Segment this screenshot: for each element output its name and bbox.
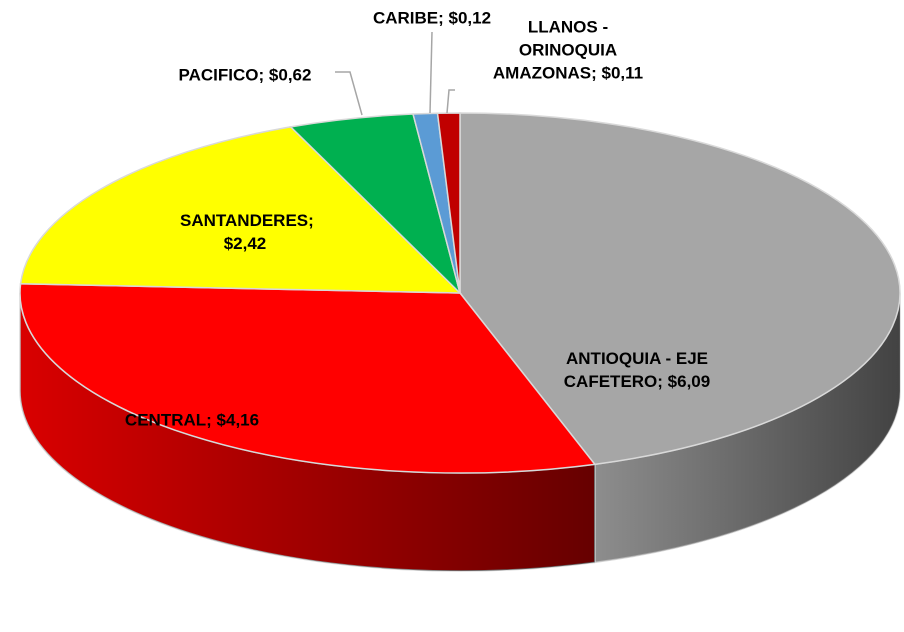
label-category: PACIFICO: [178, 65, 259, 85]
slice: [19, 283, 597, 474]
label-separator: ;: [591, 63, 602, 83]
label-category: SANTANDERES: [180, 211, 309, 230]
label-value: $6,09: [667, 372, 711, 391]
data-label: PACIFICO; $0,62: [179, 64, 312, 87]
label-separator: ;: [206, 410, 217, 430]
leader-line: [429, 31, 433, 114]
label-value: $0,62: [268, 65, 312, 85]
label-separator: ;: [308, 211, 314, 230]
slice-side-shade: [594, 293, 900, 563]
leader-line: [335, 71, 363, 116]
label-category: LLANOS - ORINOQUIA AMAZONAS: [492, 17, 618, 83]
data-label: SANTANDERES; $2,42: [180, 209, 314, 255]
data-label: ANTIOQUIA - EJE CAFETERO; $6,09: [564, 347, 710, 393]
label-separator: ;: [657, 372, 668, 391]
slice: [436, 112, 461, 294]
data-label: CARIBE; $0,12: [373, 7, 491, 30]
label-value: $0,11: [601, 63, 644, 83]
label-category: ANTIOQUIA - EJE CAFETERO: [563, 349, 708, 391]
label-separator: ;: [438, 8, 449, 28]
leader-line: [446, 89, 455, 114]
label-category: CENTRAL: [124, 410, 207, 430]
data-label: CENTRAL; $4,16: [125, 409, 259, 432]
label-value: $0,12: [448, 8, 492, 28]
label-value: $4,16: [216, 410, 260, 430]
label-category: CARIBE: [372, 8, 439, 28]
label-value: $2,42: [223, 234, 267, 253]
slice: [459, 112, 901, 466]
slice: [19, 126, 462, 294]
data-label: LLANOS - ORINOQUIA AMAZONAS; $0,11: [493, 16, 643, 85]
slice-side-shade: [20, 293, 595, 571]
label-separator: ;: [258, 65, 269, 85]
